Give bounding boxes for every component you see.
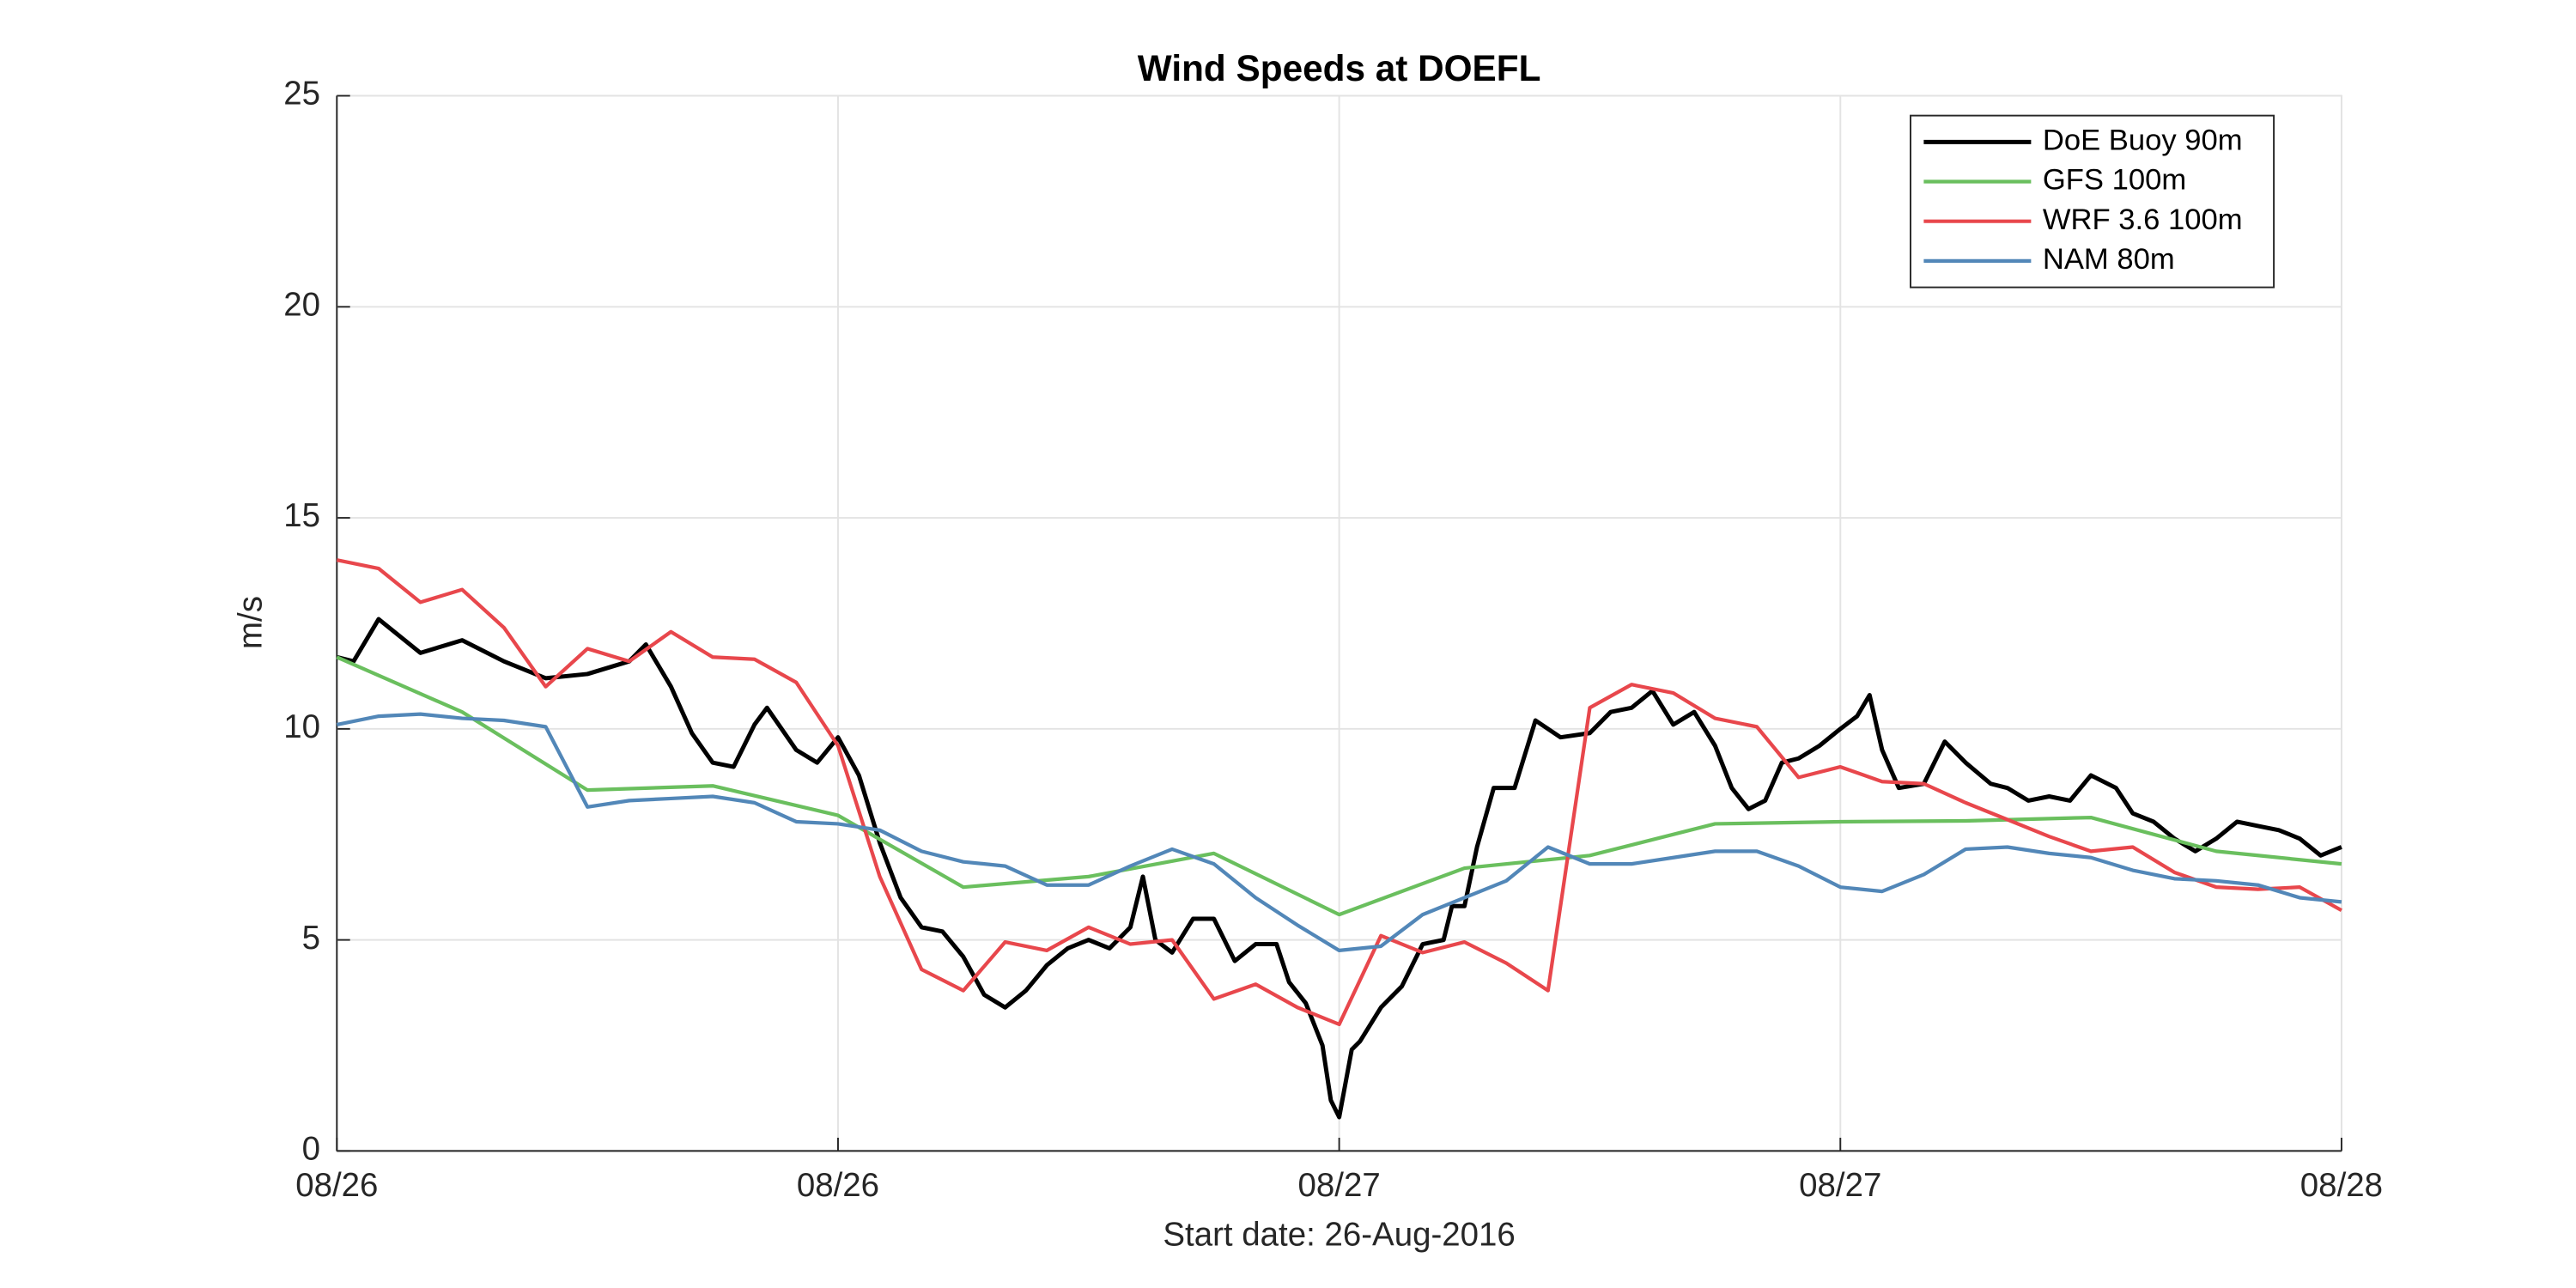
y-tick-label: 15	[283, 497, 320, 534]
x-tick-label: 08/26	[797, 1167, 879, 1204]
x-axis-label: Start date: 26-Aug-2016	[1163, 1217, 1515, 1254]
x-tick-label: 08/27	[1799, 1167, 1881, 1204]
y-tick-label: 10	[283, 708, 320, 745]
x-tick-label: 08/27	[1297, 1167, 1380, 1204]
y-axis-label: m/s	[232, 596, 269, 649]
legend: DoE Buoy 90m GFS 100m WRF 3.6 100m NAM 80m	[1910, 114, 2275, 289]
legend-label: DoE Buoy 90m	[2043, 125, 2243, 157]
x-tick-label: 08/26	[295, 1167, 378, 1204]
series-line	[336, 558, 2342, 1027]
chart-title: Wind Speeds at DOEFL	[1138, 48, 1541, 88]
series-line	[336, 617, 2342, 1120]
series-line	[336, 712, 2342, 953]
x-tick-label: 08/28	[2300, 1167, 2383, 1204]
y-tick-label: 5	[302, 920, 320, 957]
legend-label: NAM 80m	[2043, 243, 2175, 276]
y-tick-label: 20	[283, 286, 320, 323]
legend-label: GFS 100m	[2043, 164, 2186, 197]
legend-label: WRF 3.6 100m	[2043, 204, 2243, 236]
legend-box	[1910, 114, 2275, 289]
y-tick-label: 0	[302, 1131, 320, 1168]
y-tick-label: 25	[283, 76, 320, 112]
